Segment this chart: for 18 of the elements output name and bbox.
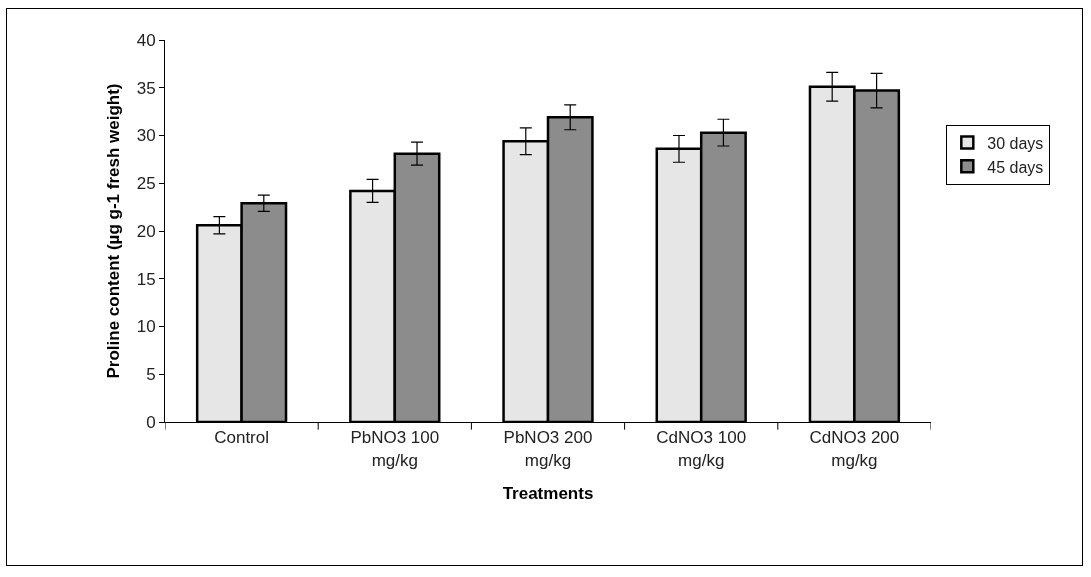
y-tick-label: 35 [136, 78, 156, 98]
y-tick-label: 30 [136, 126, 156, 146]
y-tick-label: 0 [146, 412, 156, 432]
legend-label: 45 days [987, 158, 1044, 176]
y-tick-label: 20 [136, 221, 156, 241]
x-tick-label: PbNO3 100 mg/kg [350, 428, 440, 470]
x-tick-label: PbNO3 200 mg/kg [503, 428, 593, 470]
x-tick-label: CdNO3 200 mg/kg [809, 428, 900, 470]
y-axis-title: Proline content (µg g-1 fresh weight) [104, 83, 124, 379]
legend-label: 30 days [987, 134, 1044, 152]
y-tick-label: 40 [136, 30, 156, 50]
y-tick-label: 10 [136, 317, 156, 337]
x-axis-title: Treatments [502, 483, 594, 503]
x-tick-label: CdNO3 100 mg/kg [656, 428, 747, 470]
y-tick-label: 25 [136, 174, 156, 194]
y-tick-label: 5 [146, 365, 156, 385]
x-tick-label: Control [214, 428, 270, 448]
y-tick-label: 15 [136, 269, 156, 289]
